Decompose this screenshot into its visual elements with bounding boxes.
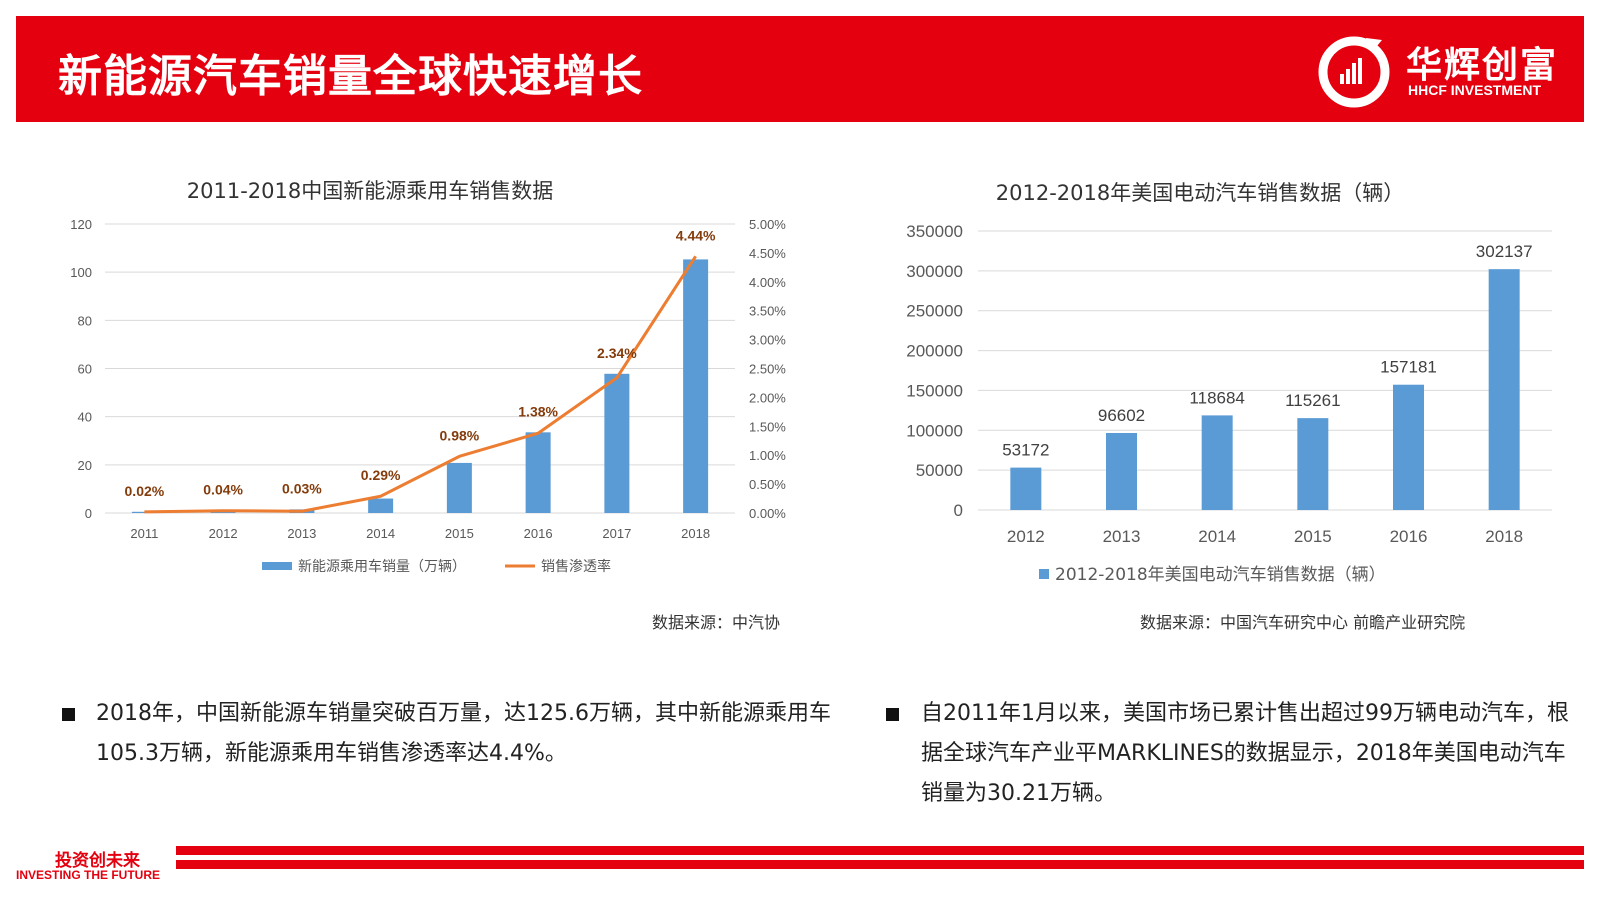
bar bbox=[368, 498, 394, 513]
legend-label: 2012-2018年美国电动汽车销售数据（辆） bbox=[1055, 565, 1386, 585]
data-label: 0.29% bbox=[361, 467, 401, 483]
data-label: 53172 bbox=[1002, 441, 1049, 460]
x-tick-label: 2013 bbox=[1103, 527, 1141, 546]
bar bbox=[131, 511, 157, 513]
x-tick-label: 2016 bbox=[1390, 527, 1428, 546]
legend-label: 新能源乘用车销量（万辆） bbox=[298, 558, 466, 575]
y2-tick-label: 3.00% bbox=[749, 333, 786, 348]
china-nev-sales-chart: 0 20 40 60 80 100 120 0.00% 0.50% 1.00% 1.50% 2.00%… bbox=[70, 217, 786, 575]
x-tick-label: 2012 bbox=[1007, 527, 1045, 546]
bar bbox=[1488, 269, 1520, 510]
y-tick-label: 80 bbox=[78, 313, 92, 328]
y2-tick-label: 4.50% bbox=[749, 246, 786, 261]
data-label: 0.03% bbox=[282, 480, 322, 496]
data-label: 1.38% bbox=[518, 403, 558, 419]
x-tick-label: 2015 bbox=[445, 526, 474, 541]
y-tick-label: 250000 bbox=[906, 302, 963, 321]
y2-tick-label: 2.00% bbox=[749, 390, 786, 405]
x-tick-label: 2014 bbox=[366, 526, 395, 541]
y-tick-label: 100 bbox=[70, 265, 92, 280]
x-tick-label: 2018 bbox=[1485, 527, 1523, 546]
bullet-marker bbox=[62, 708, 75, 721]
data-label: 157181 bbox=[1380, 358, 1437, 377]
y-tick-label: 150000 bbox=[906, 381, 963, 400]
data-label: 4.44% bbox=[676, 227, 716, 243]
bar bbox=[1010, 467, 1042, 510]
y-tick-label: 120 bbox=[70, 217, 92, 232]
brand-name-cn: 华辉创富 bbox=[1406, 45, 1559, 86]
legend-label: 销售渗透率 bbox=[541, 558, 611, 575]
y2-tick-label: 4.00% bbox=[749, 275, 786, 290]
bar bbox=[1297, 418, 1329, 510]
x-tick-label: 2017 bbox=[602, 526, 631, 541]
data-label: 2.34% bbox=[597, 345, 637, 361]
bullet-china: 2018年，中国新能源车销量突破百万量，达125.6万辆，其中新能源乘用车105… bbox=[96, 701, 831, 766]
footer-bar-bottom bbox=[176, 860, 1584, 869]
bullet-usa: 自2011年1月以来，美国市场已累计售出超过99万辆电动汽车，根据全球汽车产业平… bbox=[921, 701, 1569, 806]
page-title: 新能源汽车销量全球快速增长 bbox=[58, 51, 643, 102]
x-tick-label: 2012 bbox=[209, 526, 238, 541]
bar bbox=[604, 373, 630, 513]
footer-slogan-en: INVESTING THE FUTURE bbox=[16, 868, 161, 882]
legend-swatch-bar bbox=[262, 562, 292, 570]
y-tick-label: 200000 bbox=[906, 342, 963, 361]
data-label: 118684 bbox=[1189, 388, 1244, 407]
data-label: 115261 bbox=[1285, 391, 1340, 410]
y-tick-label: 350000 bbox=[906, 222, 963, 241]
y-tick-label: 20 bbox=[78, 458, 92, 473]
x-tick-label: 2018 bbox=[681, 526, 710, 541]
bar bbox=[525, 432, 551, 513]
bar bbox=[1106, 432, 1137, 510]
data-label: 0.98% bbox=[440, 427, 480, 443]
y-tick-label: 0 bbox=[954, 501, 963, 520]
y2-tick-label: 5.00% bbox=[749, 217, 786, 232]
brand-name-en: HHCF INVESTMENT bbox=[1408, 82, 1541, 98]
logo-mark-icon bbox=[1318, 36, 1390, 108]
y2-tick-label: 1.00% bbox=[749, 448, 786, 463]
footer-bar-top bbox=[176, 846, 1584, 855]
x-tick-label: 2015 bbox=[1294, 527, 1332, 546]
bar bbox=[1201, 415, 1233, 510]
bar bbox=[446, 462, 472, 513]
y-tick-label: 0 bbox=[85, 506, 92, 521]
chart-2-source: 数据来源：中国汽车研究中心 前瞻产业研究院 bbox=[1140, 613, 1466, 632]
y2-tick-label: 3.50% bbox=[749, 304, 786, 319]
brand-logo: 华辉创富 HHCF INVESTMENT bbox=[1316, 30, 1576, 110]
penetration-line bbox=[144, 255, 697, 514]
y-tick-label: 300000 bbox=[906, 262, 963, 281]
y2-tick-label: 1.50% bbox=[749, 419, 786, 434]
x-tick-label: 2014 bbox=[1198, 527, 1236, 546]
header-banner: 新能源汽车销量全球快速增长 华辉创富 HHCF INVESTMENT bbox=[16, 16, 1584, 122]
y2-tick-label: 2.50% bbox=[749, 362, 786, 377]
chart-2-title: 2012-2018年美国电动汽车销售数据（辆） bbox=[995, 181, 1405, 205]
us-ev-sales-chart: 0 50000 100000 150000 200000 250000 300000 3500… bbox=[906, 222, 1552, 585]
chart-1-source: 数据来源：中汽协 bbox=[652, 613, 781, 632]
data-label: 0.02% bbox=[125, 483, 165, 499]
data-label: 302137 bbox=[1476, 242, 1533, 261]
data-label: 0.04% bbox=[203, 482, 243, 498]
y-tick-label: 50000 bbox=[916, 461, 963, 480]
x-tick-label: 2013 bbox=[287, 526, 316, 541]
data-label: 96602 bbox=[1098, 406, 1145, 425]
chart-1-title: 2011-2018中国新能源乘用车销售数据 bbox=[186, 179, 554, 203]
y-tick-label: 40 bbox=[78, 410, 92, 425]
bar bbox=[683, 259, 709, 513]
x-tick-label: 2016 bbox=[524, 526, 553, 541]
footer-slogan-cn: 投资创未来 bbox=[55, 851, 140, 871]
y-tick-label: 60 bbox=[78, 362, 92, 377]
y2-tick-label: 0.50% bbox=[749, 477, 786, 492]
y2-tick-label: 0.00% bbox=[749, 506, 786, 521]
x-tick-label: 2011 bbox=[130, 526, 158, 541]
legend-swatch-bar bbox=[1039, 569, 1049, 579]
bar bbox=[1393, 384, 1424, 510]
bullet-marker bbox=[886, 708, 899, 721]
y-tick-label: 100000 bbox=[906, 421, 963, 440]
